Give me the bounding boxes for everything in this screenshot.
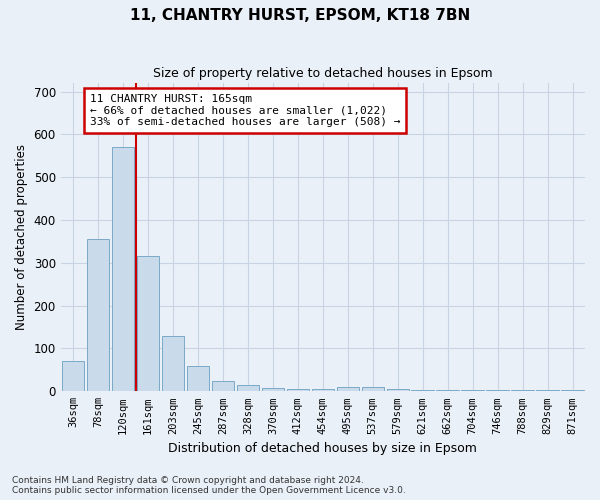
Bar xyxy=(436,390,459,392)
Bar xyxy=(187,366,209,392)
Y-axis label: Number of detached properties: Number of detached properties xyxy=(15,144,28,330)
Text: Contains HM Land Registry data © Crown copyright and database right 2024.
Contai: Contains HM Land Registry data © Crown c… xyxy=(12,476,406,495)
Bar xyxy=(212,380,234,392)
Bar xyxy=(311,389,334,392)
Bar xyxy=(236,385,259,392)
Bar xyxy=(536,390,559,392)
Bar xyxy=(137,256,159,392)
Bar xyxy=(62,362,85,392)
Bar xyxy=(511,390,534,392)
Bar xyxy=(362,387,384,392)
Bar xyxy=(561,390,584,392)
X-axis label: Distribution of detached houses by size in Epsom: Distribution of detached houses by size … xyxy=(169,442,477,455)
Title: Size of property relative to detached houses in Epsom: Size of property relative to detached ho… xyxy=(153,68,493,80)
Bar xyxy=(112,148,134,392)
Bar xyxy=(287,389,309,392)
Bar xyxy=(337,387,359,392)
Bar xyxy=(162,336,184,392)
Bar xyxy=(262,388,284,392)
Bar xyxy=(87,240,109,392)
Bar xyxy=(386,389,409,392)
Text: 11 CHANTRY HURST: 165sqm
← 66% of detached houses are smaller (1,022)
33% of sem: 11 CHANTRY HURST: 165sqm ← 66% of detach… xyxy=(89,94,400,127)
Bar xyxy=(487,390,509,392)
Bar xyxy=(461,390,484,392)
Text: 11, CHANTRY HURST, EPSOM, KT18 7BN: 11, CHANTRY HURST, EPSOM, KT18 7BN xyxy=(130,8,470,22)
Bar xyxy=(412,390,434,392)
